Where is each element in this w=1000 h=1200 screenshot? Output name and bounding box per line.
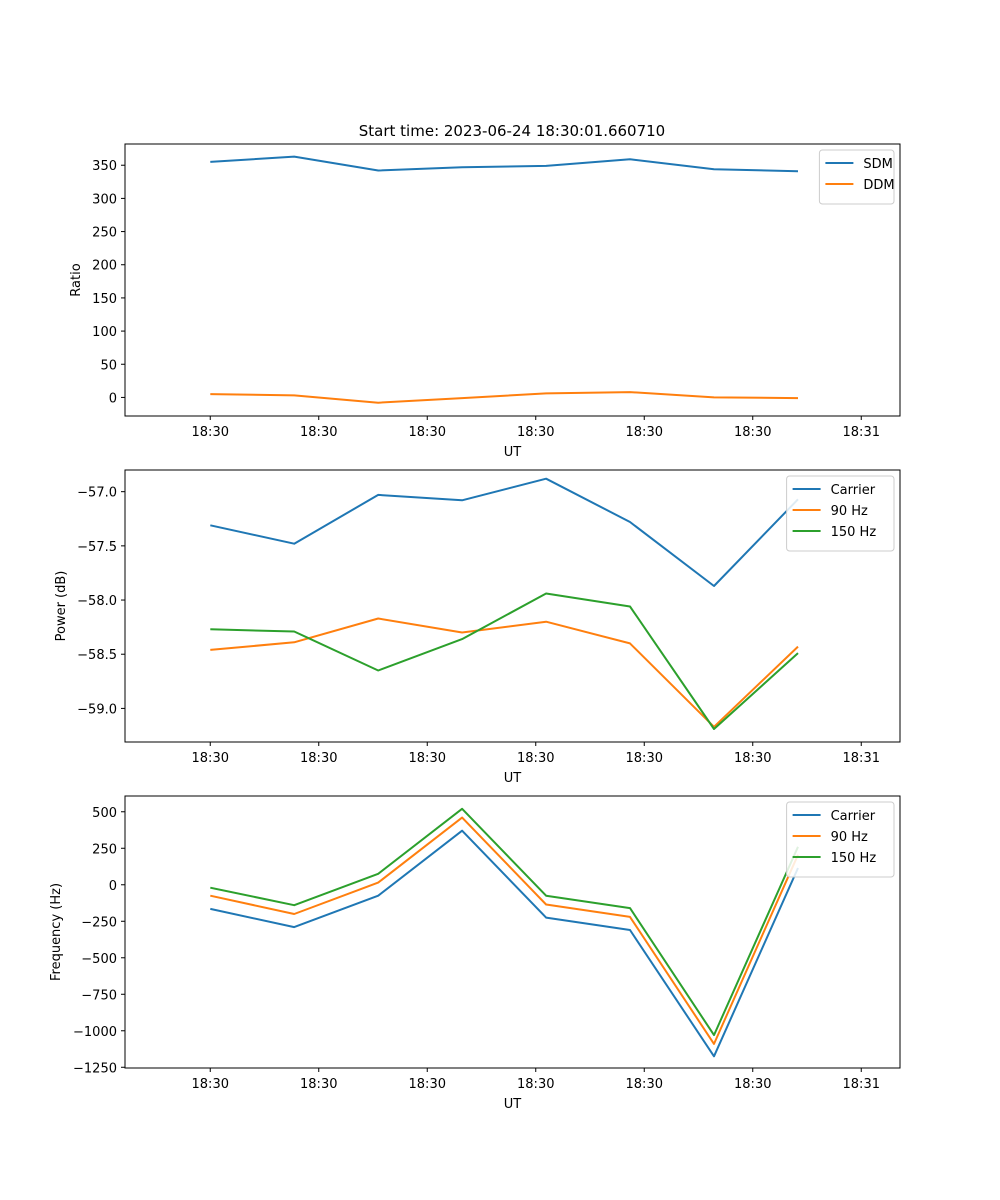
legend-label: Carrier: [831, 483, 876, 498]
y-tick-label: 250: [92, 842, 117, 857]
y-tick-label: 250: [92, 226, 117, 241]
y-tick-label: 0: [109, 879, 117, 894]
y-tick-label: −58.0: [77, 594, 117, 609]
x-tick-label: 18:30: [300, 1077, 337, 1092]
legend-label: 90 Hz: [831, 830, 868, 845]
y-tick-label: 500: [92, 806, 117, 821]
legend-label: 90 Hz: [831, 504, 868, 519]
x-tick-label: 18:30: [192, 751, 229, 766]
x-tick-label: 18:30: [517, 751, 554, 766]
legend: Carrier 90 Hz 150 Hz: [786, 475, 895, 552]
x-tick-label: 18:30: [517, 425, 554, 440]
series-line-90-hz: [210, 816, 799, 1045]
legend-label: Carrier: [831, 809, 876, 824]
x-tick-label: 18:31: [843, 1077, 880, 1092]
x-axis-label: UT: [504, 445, 522, 460]
y-tick-label: −500: [81, 952, 117, 967]
legend: Carrier 90 Hz 150 Hz: [786, 801, 895, 878]
y-tick-label: −1000: [73, 1025, 117, 1040]
x-tick-label: 18:30: [734, 425, 771, 440]
x-tick-label: 18:30: [192, 1077, 229, 1092]
series-line-carrier: [210, 829, 799, 1058]
y-tick-label: −57.5: [77, 540, 117, 555]
subplot-1: 0 50 100 150 200 250 300 350 18:30 18:30 18:30 18:3…: [69, 143, 901, 460]
y-axis-label: Ratio: [69, 263, 84, 296]
y-tick-label: 150: [92, 292, 117, 307]
x-tick-label: 18:30: [409, 1077, 446, 1092]
subplot-3: −1250 −1000 −750 −500 −250 0 250 500 18:30 18:30 1…: [49, 795, 901, 1112]
legend-label: SDM: [863, 157, 892, 172]
axes-frame: [124, 143, 901, 417]
y-axis-label: Frequency (Hz): [49, 883, 64, 981]
x-tick-label: 18:31: [843, 425, 880, 440]
legend: SDM DDM: [818, 149, 895, 205]
y-tick-label: −58.5: [77, 648, 117, 663]
y-tick-label: 0: [109, 391, 117, 406]
x-tick-label: 18:30: [626, 751, 663, 766]
y-tick-label: 350: [92, 159, 117, 174]
y-tick-label: 100: [92, 325, 117, 340]
series-line-150-hz: [210, 592, 799, 730]
x-tick-label: 18:30: [626, 1077, 663, 1092]
y-tick-label: −1250: [73, 1061, 117, 1076]
subplot-2: −59.0 −58.5 −58.0 −57.5 −57.0 18:30 18:30 18:30…: [54, 469, 901, 786]
axes-frame: [124, 795, 901, 1069]
y-tick-label: −250: [81, 915, 117, 930]
subplots: 0 50 100 150 200 250 300 350 18:30 18:30 18:30 18:3…: [49, 143, 901, 1112]
x-tick-label: 18:30: [409, 751, 446, 766]
x-tick-label: 18:30: [409, 425, 446, 440]
y-tick-label: −57.0: [77, 486, 117, 501]
legend-label: 150 Hz: [831, 851, 877, 866]
x-tick-label: 18:30: [734, 1077, 771, 1092]
x-tick-label: 18:30: [300, 751, 337, 766]
y-axis-label: Power (dB): [54, 571, 69, 642]
series-line-sdm: [210, 155, 799, 173]
x-axis-label: UT: [504, 1097, 522, 1112]
x-tick-label: 18:30: [626, 425, 663, 440]
legend-box: [786, 475, 895, 552]
axes-frame: [124, 469, 901, 743]
chart-title: Start time: 2023-06-24 18:30:01.660710: [359, 122, 665, 140]
x-axis-label: UT: [504, 771, 522, 786]
y-tick-label: −59.0: [77, 702, 117, 717]
x-tick-label: 18:30: [734, 751, 771, 766]
legend-label: 150 Hz: [831, 525, 877, 540]
series-line-carrier: [210, 477, 799, 587]
x-tick-label: 18:30: [192, 425, 229, 440]
series-line-150-hz: [210, 807, 799, 1037]
legend-box: [786, 801, 895, 878]
y-tick-label: 300: [92, 192, 117, 207]
x-tick-label: 18:31: [843, 751, 880, 766]
series-line-ddm: [210, 391, 799, 404]
y-tick-label: −750: [81, 988, 117, 1003]
x-tick-label: 18:30: [517, 1077, 554, 1092]
legend-label: DDM: [863, 178, 894, 193]
x-tick-label: 18:30: [300, 425, 337, 440]
y-tick-label: 50: [100, 358, 117, 373]
y-tick-label: 200: [92, 259, 117, 274]
